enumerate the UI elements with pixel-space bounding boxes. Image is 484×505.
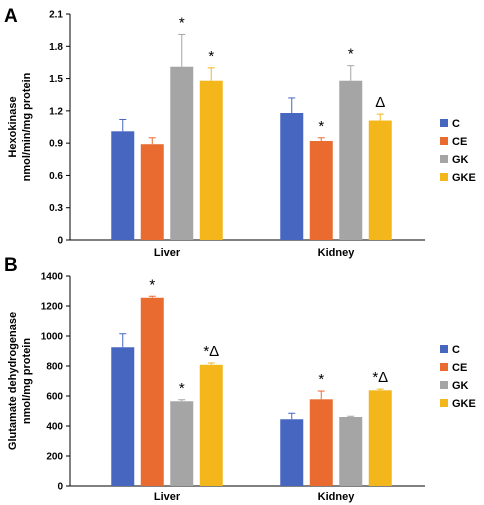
significance-marker: * bbox=[149, 276, 155, 293]
y-tick-label: 0.6 bbox=[49, 171, 63, 182]
y-tick-label: 200 bbox=[46, 452, 63, 463]
x-category-label: Kidney bbox=[318, 491, 356, 503]
bar-gke bbox=[368, 120, 392, 240]
legend-swatch bbox=[440, 173, 448, 181]
significance-marker: * bbox=[208, 48, 214, 65]
panel-b: B 0 200 400 600 800 1000 1200 1400 Glutamate dehy… bbox=[4, 255, 476, 503]
legend-label: CE bbox=[452, 136, 467, 148]
significance-marker: Δ bbox=[375, 94, 385, 111]
legend-swatch bbox=[440, 363, 448, 371]
y-axis-label: Hexokinase bbox=[7, 96, 19, 157]
bar-ce bbox=[309, 140, 333, 240]
significance-marker: * bbox=[348, 46, 354, 63]
y-tick-label: 800 bbox=[46, 362, 63, 373]
y-tick-label: 0 bbox=[57, 482, 63, 493]
legend-label: GKE bbox=[452, 398, 476, 410]
y-tick-label: 600 bbox=[46, 392, 63, 403]
y-tick-label: 1.8 bbox=[49, 42, 63, 53]
panel-label: A bbox=[4, 6, 18, 27]
y-axis-label: nmol/mg protein bbox=[21, 338, 33, 424]
legend-label: GK bbox=[452, 154, 469, 166]
y-tick-label: 0 bbox=[57, 236, 63, 247]
y-tick-label: 0.9 bbox=[49, 139, 63, 150]
bar-c bbox=[111, 131, 135, 240]
legend-label: C bbox=[452, 344, 460, 356]
legend-label: GK bbox=[452, 380, 469, 392]
bar-gk bbox=[339, 80, 363, 240]
y-tick-label: 400 bbox=[46, 422, 63, 433]
bar-c bbox=[280, 419, 304, 486]
y-tick-label: 1.2 bbox=[49, 106, 63, 117]
y-axis-label: Glutamate dehydrogenase bbox=[7, 312, 19, 450]
significance-marker: * bbox=[318, 118, 324, 135]
panel-label: B bbox=[4, 255, 18, 276]
x-category-label: Liver bbox=[154, 491, 181, 503]
bar-gk bbox=[170, 401, 194, 486]
y-tick-label: 2.1 bbox=[49, 10, 63, 21]
legend-label: GKE bbox=[452, 172, 476, 184]
y-axis-label: nmol/min/mg protein bbox=[21, 72, 33, 181]
bar-gk bbox=[170, 66, 194, 240]
significance-marker: * bbox=[318, 371, 324, 388]
bar-gke bbox=[368, 390, 392, 486]
bar-c bbox=[111, 347, 135, 486]
significance-marker: *Δ bbox=[372, 369, 388, 386]
legend-swatch bbox=[440, 399, 448, 407]
legend-label: C bbox=[452, 118, 460, 130]
y-tick-label: 1200 bbox=[41, 302, 64, 313]
significance-marker: * bbox=[179, 380, 185, 397]
legend-swatch bbox=[440, 155, 448, 163]
bar-gke bbox=[199, 80, 223, 240]
x-category-label: Liver bbox=[154, 247, 181, 259]
bar-gk bbox=[339, 417, 363, 486]
y-tick-label: 0.3 bbox=[49, 203, 63, 214]
bar-c bbox=[280, 113, 304, 240]
legend-swatch bbox=[440, 119, 448, 127]
bar-gke bbox=[199, 364, 223, 486]
y-tick-label: 1400 bbox=[41, 272, 64, 283]
x-category-label: Kidney bbox=[318, 247, 356, 259]
bar-ce bbox=[309, 399, 333, 486]
legend-swatch bbox=[440, 137, 448, 145]
bar-ce bbox=[140, 144, 164, 240]
panel-a: A 0 0.3 0.6 0.9 1.2 1.5 1.8 2.1 Hexokinase nmol/mi… bbox=[4, 6, 476, 259]
legend-label: CE bbox=[452, 362, 467, 374]
significance-marker: * bbox=[179, 14, 185, 31]
bar-ce bbox=[140, 297, 164, 486]
y-tick-label: 1000 bbox=[41, 332, 64, 343]
legend-swatch bbox=[440, 381, 448, 389]
significance-marker: *Δ bbox=[203, 343, 219, 360]
y-tick-label: 1.5 bbox=[49, 74, 63, 85]
legend-swatch bbox=[440, 345, 448, 353]
